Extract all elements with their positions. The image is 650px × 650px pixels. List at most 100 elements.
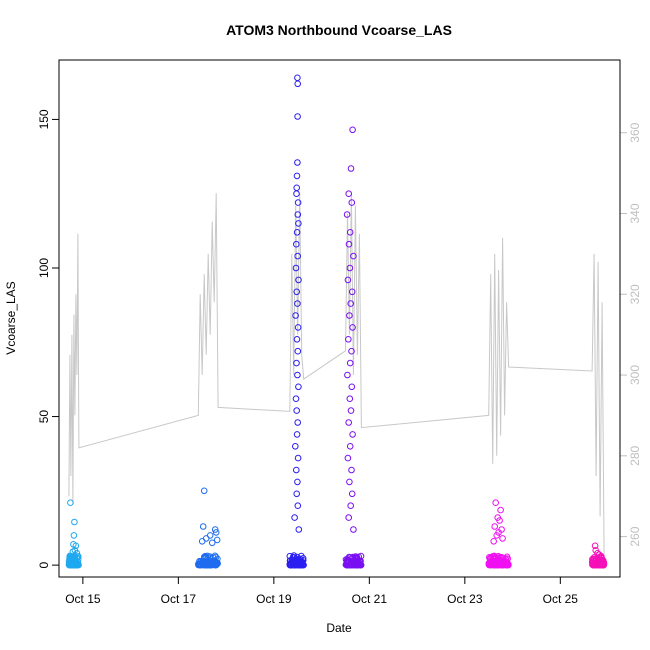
data-point: [290, 560, 297, 568]
data-point: [293, 229, 301, 236]
data-point: [357, 557, 364, 565]
data-point: [357, 561, 365, 569]
data-point: [295, 526, 303, 533]
data-point: [350, 526, 357, 533]
data-point: [293, 359, 300, 367]
data-point: [294, 211, 302, 218]
data-point: [492, 499, 500, 507]
data-point: [343, 561, 351, 569]
data-point: [349, 554, 356, 562]
x-tick-label: Oct 19: [256, 592, 292, 606]
data-point: [294, 80, 302, 88]
data-point: [500, 561, 507, 569]
data-point: [596, 551, 603, 559]
cluster-3: [286, 74, 307, 569]
data-point: [294, 454, 302, 462]
data-point: [349, 324, 356, 331]
data-point: [348, 347, 355, 355]
data-point: [213, 536, 221, 544]
data-point: [200, 553, 208, 561]
data-point: [490, 538, 498, 545]
axes-layer: Oct 15 Oct 17 Oct 19 Oct 21 Oct 23 Oct 25 0 50 1…: [37, 109, 642, 606]
data-point: [202, 535, 210, 542]
data-point: [201, 552, 209, 560]
x-tick-label: Oct 15: [65, 592, 101, 606]
data-point: [294, 252, 302, 260]
data-point: [292, 395, 300, 403]
data-point: [293, 407, 301, 414]
data-point: [497, 506, 504, 514]
data-point: [71, 518, 78, 526]
data-point: [344, 276, 352, 284]
y-axis-label: Vcoarse_LAS: [4, 281, 18, 354]
data-point: [353, 554, 361, 561]
data-point: [600, 559, 608, 566]
data-point: [348, 383, 356, 391]
data-point: [344, 454, 352, 462]
data-point: [211, 526, 219, 533]
data-point: [293, 490, 301, 498]
data-point: [286, 552, 294, 560]
data-point: [346, 264, 354, 272]
chart-title: ATOM3 Northbound Vcoarse_LAS: [226, 22, 452, 38]
data-point: [345, 240, 353, 248]
y2-tick-label: 300: [628, 365, 642, 385]
data-point: [599, 560, 607, 567]
data-point: [293, 288, 301, 296]
data-point: [497, 556, 504, 564]
cluster-2: [195, 487, 221, 569]
data-point: [347, 407, 355, 414]
data-point: [347, 502, 355, 510]
data-point: [503, 553, 511, 561]
y2-tick-label: 320: [628, 284, 642, 304]
data-point: [211, 557, 219, 565]
data-point: [200, 487, 208, 495]
data-point: [293, 172, 301, 180]
data-point: [345, 336, 352, 343]
data-point: [348, 199, 356, 206]
data-point: [293, 190, 300, 197]
y-tick-label: 0: [37, 561, 51, 568]
data-point: [343, 557, 351, 564]
data-point: [345, 190, 353, 197]
data-point: [590, 561, 597, 569]
data-point: [348, 466, 355, 474]
data-point: [294, 502, 302, 510]
data-point: [291, 514, 298, 521]
y-tick-label: 150: [37, 109, 51, 129]
x-tick-label: Oct 21: [352, 592, 388, 606]
data-point: [294, 74, 301, 82]
data-point: [294, 300, 301, 307]
data-point: [295, 383, 302, 391]
data-point: [349, 431, 356, 438]
data-point: [491, 523, 499, 530]
y-tick-label: 50: [37, 410, 51, 424]
plot-frame: [58, 59, 621, 578]
data-point: [206, 532, 214, 539]
data-point: [295, 276, 302, 284]
data-point: [346, 312, 353, 319]
data-point: [293, 431, 301, 438]
data-point: [206, 561, 214, 569]
data-point: [590, 554, 598, 562]
data-point: [72, 556, 79, 564]
data-point: [348, 490, 356, 498]
data-point: [346, 395, 354, 403]
data-point: [69, 548, 77, 556]
data-point: [349, 553, 357, 561]
data-point: [70, 532, 78, 539]
data-point: [294, 324, 302, 331]
data-point: [345, 514, 353, 521]
data-point: [343, 211, 351, 218]
data-point: [295, 220, 302, 227]
data-point: [293, 336, 301, 343]
data-point: [349, 126, 356, 134]
data-point: [199, 523, 207, 530]
data-point: [591, 542, 599, 550]
data-point: [346, 478, 353, 486]
data-point: [294, 371, 301, 379]
data-point: [503, 560, 510, 568]
data-point: [293, 184, 301, 192]
data-point: [294, 478, 301, 486]
